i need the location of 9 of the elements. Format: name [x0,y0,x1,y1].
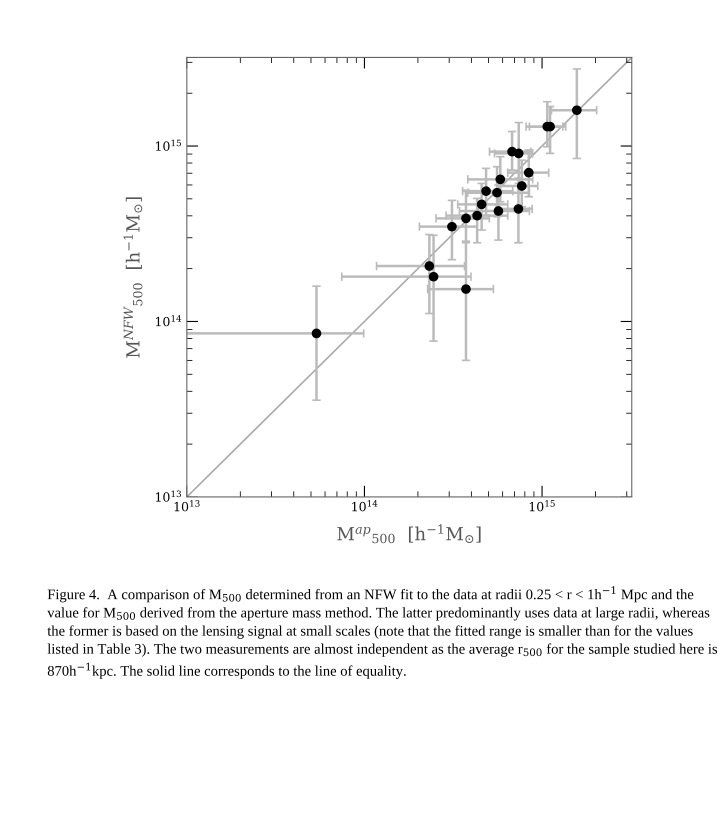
x-tick-label: 10$^{13}$ [174,500,200,512]
text: Figure 4. A comparison of M$_{500}$ determined from an NFW fit to the data at radii 0.25 < r < 1h$^{−1}$ Mpc and the value for M$_{500}$ derived from the aperture mass method. The latter predominantly uses data at large radii, whereas the former is based on the lensing signal at small scales (note that the fitted range is smaller than for the values listed in Table 3). The two measurements are almost independent as the average r$_{500}$ for the sample studied here is 870h$^{−1}$kpc. The solid line corresponds to the line of equality. [47,586,718,679]
x-tick-label: 10$^{14}$ [352,500,378,512]
x-tick-label: 10$^{15}$ [530,500,555,512]
y-tick-label: 10$^{14}$ [156,315,182,326]
y-tick-label: 10$^{13}$ [156,490,181,502]
x-axis-title: M$^{ap}$$_{500}$ [h$^{−1}$M$_{⊙}$] [337,524,481,544]
y-tick-label: 10$^{15}$ [156,140,181,151]
y-axis-title: M$^{NFW}$$_{500}$ [h$^{−1}$M$_{⊙}$] [124,197,142,358]
